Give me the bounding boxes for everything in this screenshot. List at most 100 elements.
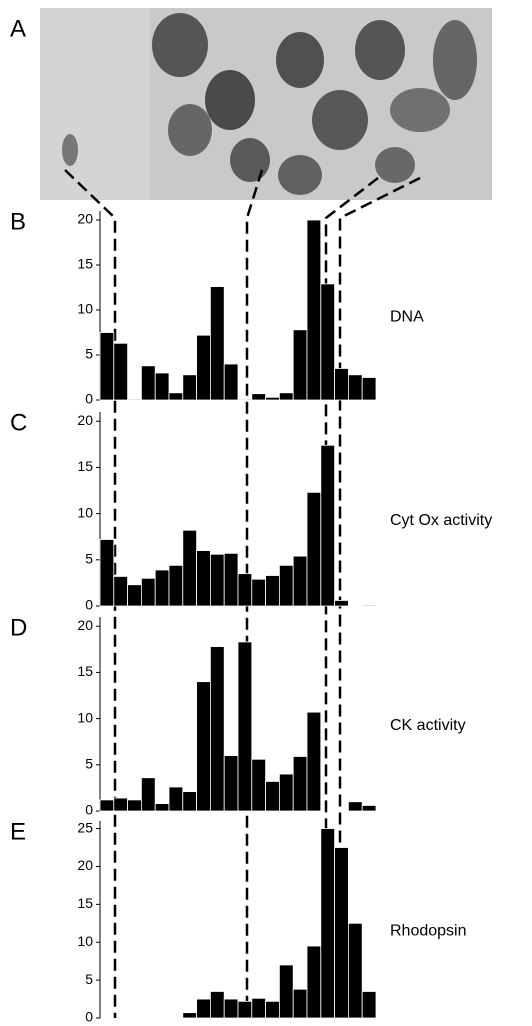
bar (154, 569, 170, 607)
bar (320, 444, 335, 607)
bar (182, 1012, 198, 1019)
bar (306, 219, 322, 401)
bar (237, 573, 253, 607)
panel-letter: D (10, 614, 27, 641)
bar (278, 564, 294, 607)
bar (347, 374, 363, 401)
bar (182, 374, 198, 401)
charts: B 0 5 10 15 20 DNA C 0 5 10 15 20 Cyt Ox activity D 0 5 1… (10, 208, 492, 1024)
bar (320, 828, 335, 1019)
bar (320, 283, 335, 401)
bar (251, 997, 267, 1019)
bar (361, 377, 377, 401)
bar (140, 577, 156, 607)
bar (334, 368, 349, 401)
bar (265, 1000, 280, 1019)
bar (334, 847, 349, 1019)
bar (99, 332, 115, 401)
bar (154, 372, 170, 401)
y-tick-label: 15 (77, 895, 93, 911)
bar (140, 777, 156, 812)
bar (306, 711, 322, 812)
bar (196, 998, 211, 1019)
y-tick-label: 0 (85, 802, 93, 818)
bar (113, 342, 129, 401)
y-tick-label: 10 (77, 301, 93, 317)
y-tick-label: 20 (77, 211, 93, 227)
bar (140, 365, 156, 401)
panel-letter: E (10, 818, 26, 845)
y-tick-label: 25 (77, 819, 93, 835)
bar (127, 584, 142, 607)
bar (237, 1000, 253, 1019)
y-tick-label: 5 (85, 346, 93, 362)
panel-letter: B (10, 208, 26, 235)
panel-letter: A (10, 15, 26, 42)
bar (209, 646, 225, 812)
bar (306, 491, 322, 607)
bar (347, 922, 363, 1019)
bar (237, 641, 253, 812)
bar (251, 758, 267, 812)
bar (182, 529, 198, 607)
bar (196, 550, 211, 607)
bar (292, 555, 308, 607)
bar (113, 797, 129, 812)
bar (182, 791, 198, 812)
bar (168, 564, 184, 607)
bar (168, 392, 184, 401)
bar (361, 991, 377, 1019)
bar (223, 998, 239, 1019)
bar (347, 801, 363, 812)
bar (209, 991, 225, 1019)
bar (196, 681, 211, 812)
y-tick-label: 20 (77, 857, 93, 873)
bar (223, 552, 239, 607)
bar (292, 988, 308, 1019)
bar (361, 805, 377, 812)
bar (265, 781, 280, 812)
y-tick-label: 0 (85, 597, 93, 613)
series-label: Cyt Ox activity (390, 512, 492, 529)
bar (127, 799, 142, 812)
y-tick-label: 20 (77, 617, 93, 633)
y-tick-label: 10 (77, 504, 93, 520)
y-tick-label: 5 (85, 551, 93, 567)
y-tick-label: 20 (77, 412, 93, 428)
bar (154, 803, 170, 812)
bar (127, 398, 142, 401)
micrograph (40, 8, 492, 200)
bar (209, 553, 225, 607)
bar (196, 334, 211, 401)
bar (306, 945, 322, 1019)
bar (361, 604, 377, 607)
bar (168, 1016, 184, 1019)
y-tick-label: 10 (77, 933, 93, 949)
y-tick-label: 5 (85, 756, 93, 772)
y-tick-label: 0 (85, 391, 93, 407)
bar (278, 964, 294, 1019)
y-tick-label: 5 (85, 971, 93, 987)
y-tick-label: 10 (77, 709, 93, 725)
bar (265, 396, 280, 401)
bar (334, 600, 349, 607)
y-tick-label: 15 (77, 458, 93, 474)
bar (278, 773, 294, 812)
bar (251, 578, 267, 607)
bar (292, 329, 308, 401)
bar (113, 576, 129, 607)
bar (237, 398, 253, 401)
panel-letter: C (10, 409, 27, 436)
bar (265, 575, 280, 607)
series-label: Rhodopsin (390, 923, 467, 940)
series-label: CK activity (390, 717, 466, 734)
bar (99, 799, 115, 812)
bar (223, 363, 239, 401)
y-tick-label: 15 (77, 663, 93, 679)
y-tick-label: 15 (77, 256, 93, 272)
bar (251, 393, 267, 401)
bar (209, 286, 225, 401)
bar (99, 539, 115, 607)
series-label: DNA (390, 309, 424, 326)
